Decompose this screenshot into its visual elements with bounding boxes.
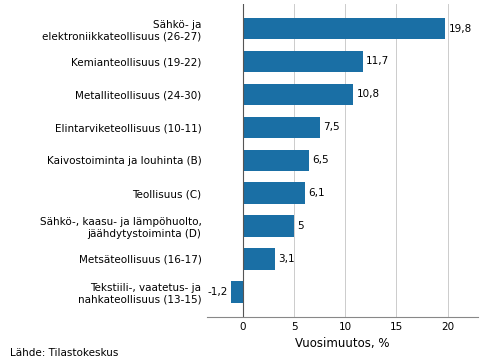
Bar	[243, 248, 275, 270]
Text: 5: 5	[297, 221, 304, 231]
Text: 19,8: 19,8	[449, 23, 472, 33]
Bar	[243, 183, 305, 204]
Bar	[243, 84, 353, 105]
Bar	[243, 117, 319, 138]
Text: 3,1: 3,1	[278, 254, 294, 264]
Text: 6,1: 6,1	[308, 188, 325, 198]
Text: 7,5: 7,5	[323, 122, 339, 132]
Text: -1,2: -1,2	[207, 287, 228, 297]
X-axis label: Vuosimuutos, %: Vuosimuutos, %	[295, 337, 390, 350]
Text: Lähde: Tilastokeskus: Lähde: Tilastokeskus	[10, 348, 118, 358]
Bar	[243, 149, 310, 171]
Text: 10,8: 10,8	[356, 89, 380, 99]
Bar	[231, 281, 243, 302]
Bar	[243, 215, 294, 237]
Text: 11,7: 11,7	[366, 57, 389, 67]
Bar	[243, 18, 446, 39]
Text: 6,5: 6,5	[313, 155, 329, 165]
Bar	[243, 51, 362, 72]
